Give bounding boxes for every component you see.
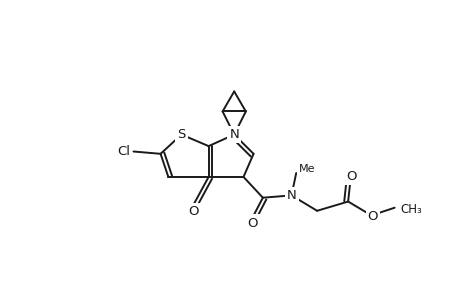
Text: CH₃: CH₃ [400,203,422,216]
Text: O: O [346,169,357,183]
Text: N: N [229,128,239,141]
Text: Me: Me [299,164,315,174]
Text: O: O [187,205,198,218]
Text: Cl: Cl [117,145,130,158]
Text: N: N [286,189,296,202]
Text: S: S [177,128,185,141]
Text: O: O [247,217,257,230]
Text: O: O [367,211,377,224]
